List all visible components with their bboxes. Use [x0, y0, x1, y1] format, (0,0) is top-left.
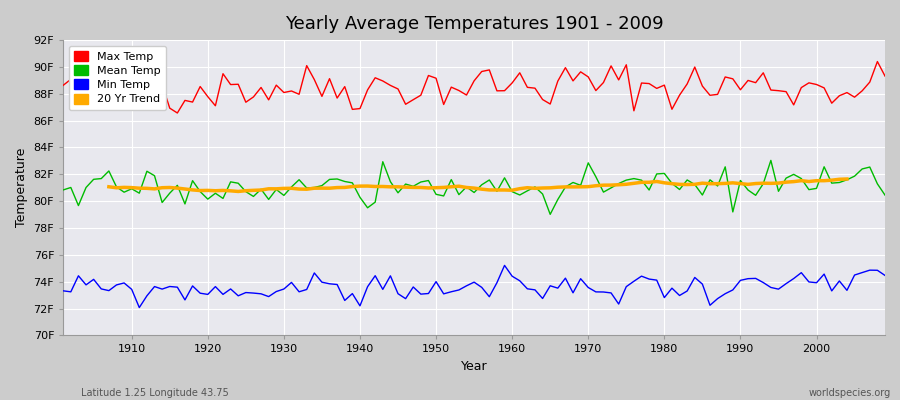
Legend: Max Temp, Mean Temp, Min Temp, 20 Yr Trend: Max Temp, Mean Temp, Min Temp, 20 Yr Tre… — [68, 46, 166, 110]
Text: Latitude 1.25 Longitude 43.75: Latitude 1.25 Longitude 43.75 — [81, 388, 229, 398]
Title: Yearly Average Temperatures 1901 - 2009: Yearly Average Temperatures 1901 - 2009 — [284, 15, 663, 33]
X-axis label: Year: Year — [461, 360, 488, 373]
Y-axis label: Temperature: Temperature — [15, 148, 28, 228]
Text: worldspecies.org: worldspecies.org — [809, 388, 891, 398]
